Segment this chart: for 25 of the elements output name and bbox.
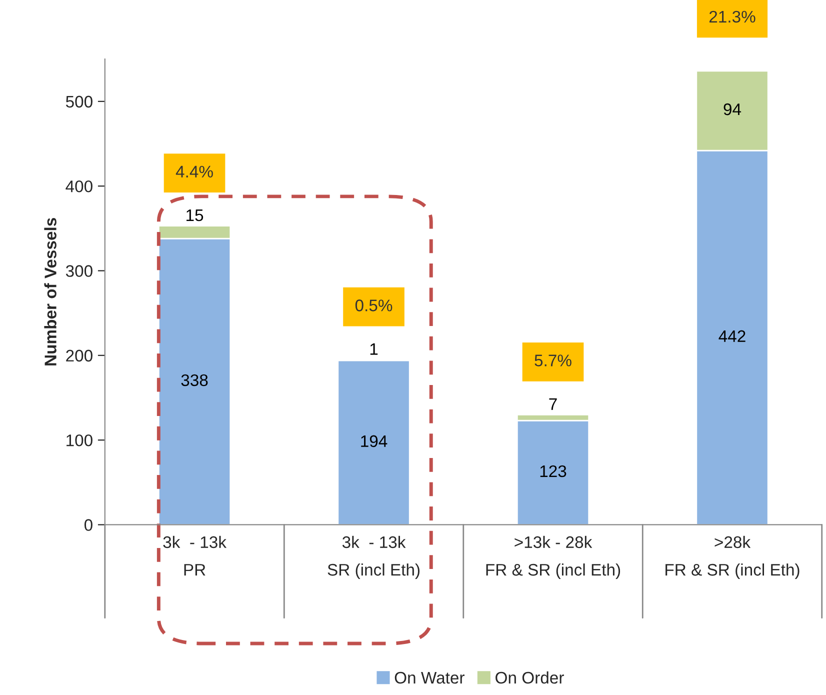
x-tick-label: >28k FR & SR (incl Eth) [666,536,800,579]
x-tick-label: 3k - 13k PR [163,536,227,576]
data-label: 442 [718,330,746,342]
data-label: 338 [181,374,208,386]
y-tick-label: 0 [84,519,92,531]
x-tick-label: >13k - 28k FR & SR (incl Eth) [486,536,620,579]
annotation: 4.4% [176,166,213,178]
y-tick-label: 200 [66,350,92,362]
y-tick-label: 300 [66,265,92,277]
annotation: 0.5% [355,300,392,312]
y-tick-label: 400 [66,180,92,192]
y-axis-title: Number of Vessels [44,218,56,366]
data-label: 15 [186,210,204,222]
text: 21.3% [709,10,756,23]
data-label: 1 [370,343,378,355]
data-label: 123 [540,465,566,478]
annotation: 5.7% [534,354,572,366]
legend-label: On Water [394,672,464,684]
data-label: 194 [361,435,388,448]
y-tick-label: 100 [66,434,92,446]
x-tick-label: 3k - 13k SR (incl Eth) [328,536,420,579]
data-label: 7 [549,398,557,410]
y-tick-label: 500 [66,96,92,108]
data-label: 94 [724,103,742,116]
legend-label: On Order [496,671,564,684]
